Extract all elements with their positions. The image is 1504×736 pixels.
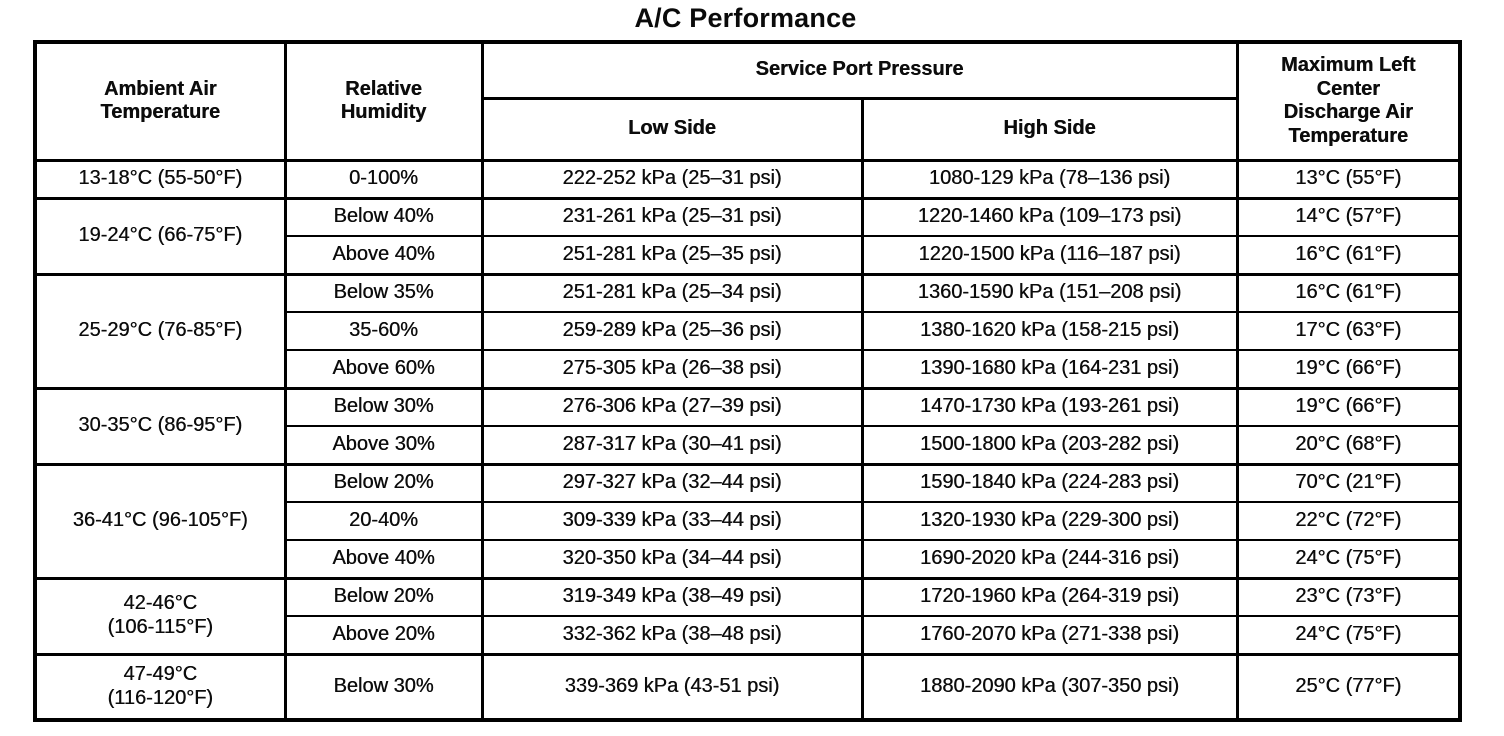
table-row: 30-35°C (86-95°F) Below 30% 276-306 kPa … [33,386,1462,465]
discharge-cell: 16°C (61°F) [1235,272,1462,313]
low-side-cell: 319-349 kPa (38–49 psi) [480,576,864,617]
high-side-cell: 1880-2090 kPa (307-350 psi) [860,652,1239,721]
low-side-cell: 309-339 kPa (33–44 psi) [480,501,864,541]
ambient-cell: 47-49°C (116-120°F) [33,652,287,721]
header-low-side: Low Side [480,96,864,162]
ambient-cell: 30-35°C (86-95°F) [33,386,287,465]
low-side-cell: 297-327 kPa (32–44 psi) [480,462,864,503]
table-row: 13-18°C (55-50°F) 0-100% 222-252 kPa (25… [33,158,1462,199]
discharge-cell: 70°C (21°F) [1235,462,1462,503]
table-row: 36-41°C (96-105°F) Below 20% 297-327 kPa… [33,462,1462,579]
high-side-cell: 1470-1730 kPa (193-261 psi) [860,386,1239,427]
low-side-cell: 275-305 kPa (26–38 psi) [480,349,864,389]
table-row: 47-49°C (116-120°F) Below 30% 339-369 kP… [33,652,1462,721]
humidity-cell: Above 60% [283,349,484,389]
low-side-cell: 251-281 kPa (25–34 psi) [480,272,864,313]
low-side-cell: 231-261 kPa (25–31 psi) [480,196,864,237]
high-side-cell: 1320-1930 kPa (229-300 psi) [860,501,1239,541]
discharge-cell: 24°C (75°F) [1235,615,1462,655]
high-side-cell: 1220-1500 kPa (116–187 psi) [860,235,1239,275]
ambient-cell: 13-18°C (55-50°F) [33,158,287,199]
high-side-cell: 1390-1680 kPa (164-231 psi) [860,349,1239,389]
humidity-cell: Below 35% [283,272,484,313]
discharge-cell: 16°C (61°F) [1235,235,1462,275]
table-row: 25-29°C (76-85°F) Below 35% 251-281 kPa … [33,272,1462,389]
discharge-cell: 20°C (68°F) [1235,425,1462,465]
humidity-cell: 20-40% [283,501,484,541]
humidity-cell: Above 30% [283,425,484,465]
header-row-1: Ambient Air Temperature Relative Humidit… [33,40,1462,162]
humidity-cell: 0-100% [283,158,484,199]
ambient-cell: 25-29°C (76-85°F) [33,272,287,389]
ambient-cell: 19-24°C (66-75°F) [33,196,287,275]
high-side-cell: 1690-2020 kPa (244-316 psi) [860,539,1239,579]
low-side-cell: 222-252 kPa (25–31 psi) [480,158,864,199]
header-service-port-pressure: Service Port Pressure [480,40,1239,100]
discharge-cell: 22°C (72°F) [1235,501,1462,541]
low-side-cell: 251-281 kPa (25–35 psi) [480,235,864,275]
discharge-cell: 17°C (63°F) [1235,311,1462,351]
high-side-cell: 1220-1460 kPa (109–173 psi) [860,196,1239,237]
high-side-cell: 1500-1800 kPa (203-282 psi) [860,425,1239,465]
low-side-cell: 287-317 kPa (30–41 psi) [480,425,864,465]
table-row: 20-40% 309-339 kPa (33–44 psi) 1320-1930… [35,501,1462,541]
low-side-cell: 259-289 kPa (25–36 psi) [480,311,864,351]
humidity-cell: Below 20% [283,462,484,503]
humidity-cell: Above 20% [283,615,484,655]
humidity-cell: Below 40% [283,196,484,237]
table-row: 42-46°C (106-115°F) Below 20% 319-349 kP… [33,576,1462,655]
humidity-cell: Above 40% [283,235,484,275]
high-side-cell: 1590-1840 kPa (224-283 psi) [860,462,1239,503]
humidity-cell: Below 30% [283,652,484,721]
low-side-cell: 339-369 kPa (43-51 psi) [480,652,864,721]
high-side-cell: 1360-1590 kPa (151–208 psi) [860,272,1239,313]
table-row: Above 20% 332-362 kPa (38–48 psi) 1760-2… [35,615,1462,655]
header-relative-humidity: Relative Humidity [283,40,484,162]
high-side-cell: 1080-129 kPa (78–136 psi) [860,158,1239,199]
table-row: 19-24°C (66-75°F) Below 40% 231-261 kPa … [33,196,1462,275]
ambient-cell: 42-46°C (106-115°F) [33,576,287,655]
low-side-cell: 276-306 kPa (27–39 psi) [480,386,864,427]
header-high-side: High Side [860,96,1239,162]
page-title: A/C Performance [634,3,857,33]
table-row: Above 40% 320-350 kPa (34–44 psi) 1690-2… [35,539,1462,579]
discharge-cell: 25°C (77°F) [1235,652,1462,721]
table-row: 35-60% 259-289 kPa (25–36 psi) 1380-1620… [35,311,1462,351]
discharge-cell: 13°C (55°F) [1235,158,1462,199]
discharge-cell: 14°C (57°F) [1235,196,1462,237]
high-side-cell: 1380-1620 kPa (158-215 psi) [860,311,1239,351]
ac-performance-table: Ambient Air Temperature Relative Humidit… [33,40,1462,722]
header-row-2: Low Side High Side [35,96,1460,162]
discharge-cell: 19°C (66°F) [1235,386,1462,427]
table-row: Above 40% 251-281 kPa (25–35 psi) 1220-1… [35,235,1462,275]
table-row: Above 30% 287-317 kPa (30–41 psi) 1500-1… [35,425,1462,465]
table-row: Above 60% 275-305 kPa (26–38 psi) 1390-1… [35,349,1462,389]
header-max-left-center-discharge: Maximum Left Center Discharge Air Temper… [1235,40,1462,162]
humidity-cell: Below 30% [283,386,484,427]
ambient-cell: 36-41°C (96-105°F) [33,462,287,579]
high-side-cell: 1720-1960 kPa (264-319 psi) [860,576,1239,617]
low-side-cell: 320-350 kPa (34–44 psi) [480,539,864,579]
header-ambient-air-temperature: Ambient Air Temperature [33,40,287,162]
low-side-cell: 332-362 kPa (38–48 psi) [480,615,864,655]
humidity-cell: 35-60% [283,311,484,351]
discharge-cell: 23°C (73°F) [1235,576,1462,617]
high-side-cell: 1760-2070 kPa (271-338 psi) [860,615,1239,655]
humidity-cell: Below 20% [283,576,484,617]
discharge-cell: 19°C (66°F) [1235,349,1462,389]
humidity-cell: Above 40% [283,539,484,579]
discharge-cell: 24°C (75°F) [1235,539,1462,579]
